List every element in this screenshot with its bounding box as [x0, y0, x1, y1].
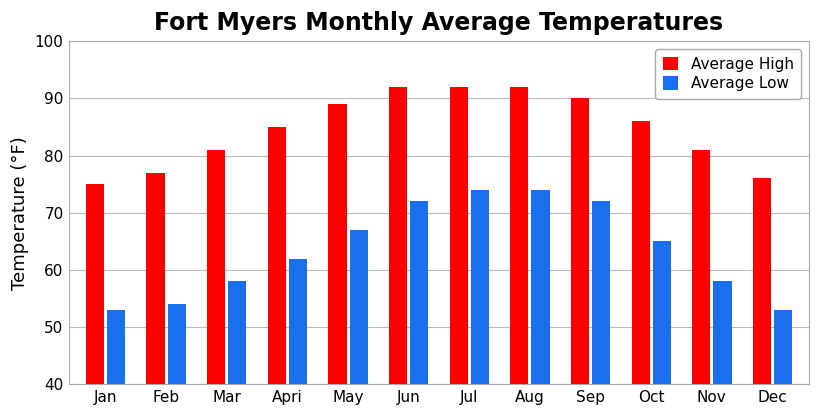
Bar: [267, 127, 286, 384]
Bar: [509, 87, 527, 384]
Y-axis label: Temperature (°F): Temperature (°F): [11, 136, 29, 290]
Bar: [167, 304, 186, 384]
Legend: Average High, Average Low: Average High, Average Low: [654, 49, 800, 99]
Bar: [713, 281, 731, 384]
Bar: [86, 184, 104, 384]
Bar: [388, 87, 407, 384]
Bar: [773, 310, 791, 384]
Bar: [410, 201, 428, 384]
Bar: [228, 281, 247, 384]
Bar: [288, 258, 307, 384]
Bar: [106, 310, 125, 384]
Bar: [752, 178, 770, 384]
Bar: [207, 150, 225, 384]
Bar: [570, 99, 588, 384]
Bar: [349, 230, 367, 384]
Bar: [691, 150, 709, 384]
Bar: [652, 241, 670, 384]
Bar: [470, 190, 488, 384]
Bar: [531, 190, 549, 384]
Bar: [449, 87, 467, 384]
Bar: [631, 121, 649, 384]
Title: Fort Myers Monthly Average Temperatures: Fort Myers Monthly Average Temperatures: [154, 11, 722, 35]
Bar: [328, 104, 346, 384]
Bar: [591, 201, 609, 384]
Bar: [147, 173, 165, 384]
